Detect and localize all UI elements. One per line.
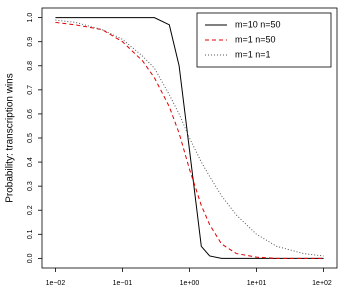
- y-tick-label: 1.0: [27, 13, 34, 23]
- y-tick-label: 0.8: [27, 61, 34, 71]
- x-tick-label: 1e−01: [113, 280, 133, 287]
- x-tick-label: 1e+02: [312, 280, 332, 287]
- x-tick-label: 1e−02: [46, 280, 66, 287]
- y-tick-label: 0.9: [27, 37, 34, 47]
- y-tick-label: 0.5: [27, 133, 34, 143]
- legend-label: m=1 n=1: [235, 49, 271, 59]
- y-axis-label: Probability: transcription wins: [5, 73, 16, 203]
- y-tick-label: 0.7: [27, 85, 34, 95]
- y-tick-label: 0.1: [27, 229, 34, 239]
- legend-label: m=10 n=50: [235, 19, 281, 29]
- y-tick-label: 0.4: [27, 157, 34, 167]
- y-tick-label: 0.3: [27, 181, 34, 191]
- series-line: [55, 21, 324, 259]
- legend-label: m=1 n=50: [235, 34, 276, 44]
- series-line: [55, 17, 324, 259]
- x-tick-label: 1e+01: [247, 280, 267, 287]
- x-tick-label: 1e+00: [180, 280, 200, 287]
- y-tick-label: 0.0: [27, 253, 34, 263]
- y-tick-label: 0.6: [27, 109, 34, 119]
- y-tick-label: 0.2: [27, 205, 34, 215]
